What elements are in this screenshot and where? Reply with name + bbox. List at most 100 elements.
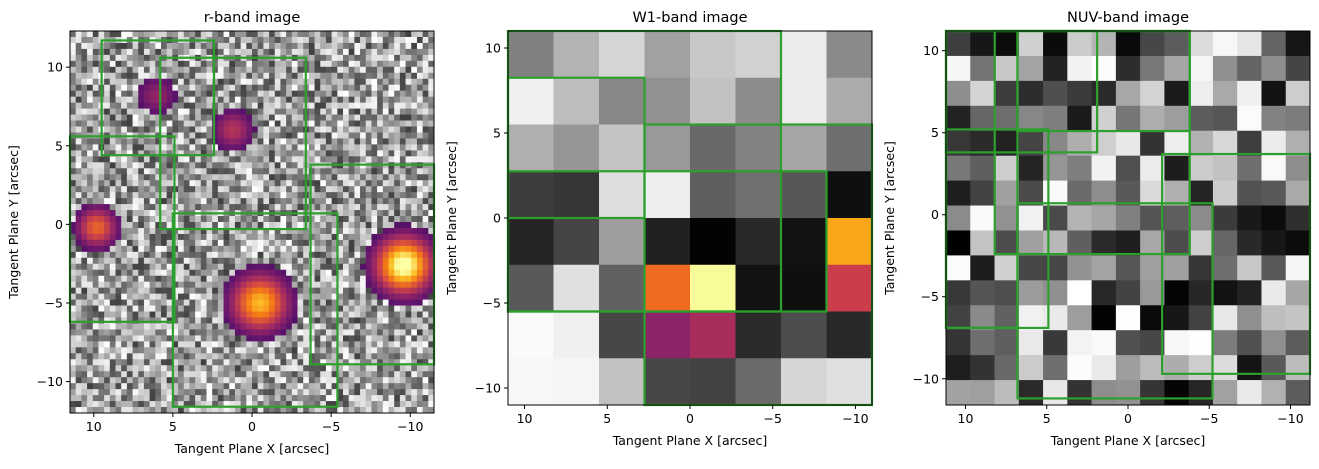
image-pixel bbox=[240, 204, 247, 211]
image-pixel bbox=[149, 245, 156, 253]
image-pixel bbox=[87, 120, 94, 128]
image-pixel bbox=[320, 311, 327, 319]
image-pixel bbox=[360, 377, 367, 384]
image-pixel bbox=[178, 84, 185, 92]
image-pixel bbox=[246, 275, 253, 283]
image-pixel bbox=[405, 371, 412, 378]
image-pixel bbox=[234, 251, 242, 259]
image-pixel bbox=[81, 162, 88, 169]
image-pixel bbox=[428, 377, 434, 384]
image-pixel bbox=[263, 275, 270, 283]
image-pixel bbox=[320, 31, 327, 38]
image-pixel bbox=[92, 335, 100, 342]
image-pixel bbox=[399, 365, 407, 372]
image-pixel bbox=[75, 281, 82, 289]
image-pixel bbox=[1115, 330, 1141, 356]
image-pixel bbox=[81, 335, 88, 342]
image-pixel bbox=[195, 168, 202, 175]
image-pixel bbox=[121, 275, 128, 283]
image-pixel bbox=[200, 204, 208, 211]
image-pixel bbox=[1212, 280, 1238, 306]
image-pixel bbox=[365, 132, 373, 140]
image-pixel bbox=[240, 180, 247, 187]
image-pixel bbox=[263, 216, 270, 223]
image-pixel bbox=[428, 311, 434, 319]
image-pixel bbox=[172, 383, 179, 390]
image-pixel bbox=[382, 251, 390, 259]
image-pixel bbox=[104, 78, 111, 86]
image-pixel bbox=[212, 239, 219, 247]
image-pixel bbox=[212, 192, 219, 199]
image-pixel bbox=[121, 96, 128, 104]
image-pixel bbox=[388, 341, 395, 348]
image-pixel bbox=[1237, 180, 1262, 207]
image-pixel bbox=[161, 78, 168, 86]
image-pixel bbox=[166, 329, 173, 337]
image-pixel bbox=[394, 299, 401, 307]
image-pixel bbox=[223, 365, 230, 372]
image-pixel bbox=[161, 371, 168, 378]
image-pixel bbox=[229, 389, 236, 396]
image-pixel bbox=[337, 287, 344, 295]
image-pixel bbox=[286, 138, 293, 146]
image-pixel bbox=[274, 401, 282, 408]
image-pixel bbox=[155, 138, 162, 146]
image-pixel bbox=[149, 144, 156, 151]
image-pixel bbox=[314, 108, 321, 116]
image-pixel bbox=[411, 150, 418, 157]
image-pixel bbox=[206, 341, 213, 348]
image-pixel bbox=[263, 293, 270, 301]
image-pixel bbox=[200, 359, 208, 366]
image-pixel bbox=[126, 150, 134, 157]
image-pixel bbox=[252, 257, 259, 265]
image-pixel bbox=[121, 31, 128, 38]
image-pixel bbox=[331, 395, 338, 402]
image-pixel bbox=[155, 96, 162, 104]
image-pixel bbox=[189, 120, 196, 128]
image-pixel bbox=[320, 395, 327, 402]
image-pixel bbox=[269, 383, 276, 390]
image-pixel bbox=[223, 144, 230, 151]
panel-title: r-band image bbox=[204, 10, 301, 26]
image-pixel bbox=[200, 48, 208, 56]
image-pixel bbox=[422, 299, 429, 307]
image-pixel bbox=[126, 144, 134, 151]
image-pixel bbox=[286, 162, 293, 169]
image-pixel bbox=[104, 96, 111, 104]
image-pixel bbox=[229, 198, 236, 205]
image-pixel bbox=[1018, 55, 1044, 82]
image-pixel bbox=[166, 245, 173, 253]
image-pixel bbox=[200, 31, 208, 38]
image-pixel bbox=[388, 377, 395, 384]
image-pixel bbox=[149, 48, 156, 56]
image-pixel bbox=[87, 293, 94, 301]
image-pixel bbox=[280, 395, 287, 402]
image-pixel bbox=[138, 407, 145, 413]
image-pixel bbox=[291, 269, 299, 277]
image-pixel bbox=[240, 275, 247, 283]
image-pixel bbox=[252, 275, 259, 283]
image-pixel bbox=[297, 299, 304, 307]
image-pixel bbox=[269, 198, 276, 205]
image-pixel bbox=[360, 36, 367, 44]
image-pixel bbox=[212, 90, 219, 98]
image-pixel bbox=[138, 233, 145, 241]
image-pixel bbox=[1212, 155, 1238, 182]
image-pixel bbox=[161, 210, 168, 217]
image-pixel bbox=[246, 36, 253, 44]
image-pixel bbox=[348, 48, 355, 56]
image-pixel bbox=[970, 380, 996, 405]
image-pixel bbox=[257, 311, 264, 319]
image-pixel bbox=[394, 198, 401, 205]
image-pixel bbox=[257, 198, 264, 205]
image-pixel bbox=[428, 305, 434, 313]
image-pixel bbox=[263, 347, 270, 354]
image-pixel bbox=[212, 365, 219, 372]
image-pixel bbox=[132, 114, 139, 122]
image-pixel bbox=[388, 395, 395, 402]
image-pixel bbox=[132, 84, 139, 92]
image-pixel bbox=[252, 66, 259, 74]
image-pixel bbox=[388, 317, 395, 325]
image-pixel bbox=[1115, 305, 1141, 331]
image-pixel bbox=[212, 293, 219, 301]
